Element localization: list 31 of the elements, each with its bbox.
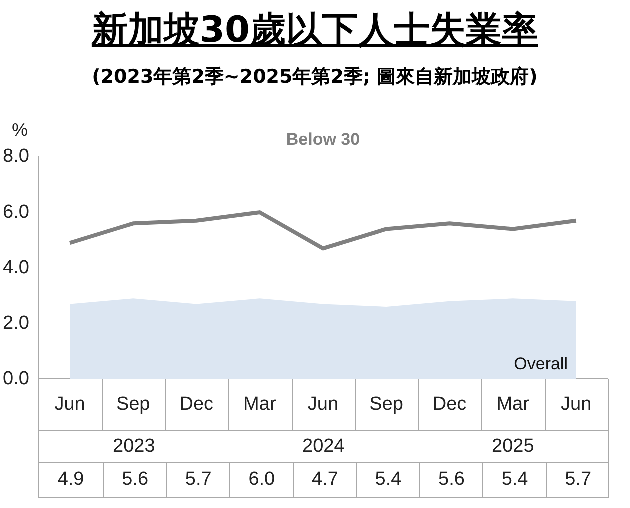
chart-subtitle: (2023年第2季~2025年第2季; 圖來自新加坡政府) <box>91 65 539 90</box>
y-tick-label: 8.0 <box>2 146 30 168</box>
text: Below 30 <box>286 130 360 150</box>
data-label: 5.6 <box>419 463 484 497</box>
x-tick-label: Mar <box>244 394 277 415</box>
text: 2025 <box>492 434 534 458</box>
x-tick-label: Dec <box>180 394 214 415</box>
x-tick-label: Dec <box>432 394 467 415</box>
x-tick-label: Sep <box>370 394 404 415</box>
data-label: 5.7 <box>546 463 610 497</box>
series-label: Overall <box>514 354 568 374</box>
data-label: 5.4 <box>356 463 420 497</box>
y-tick-label: 6.0 <box>2 202 30 223</box>
data-label: 4.7 <box>292 463 357 497</box>
data-label: 5.6 <box>102 463 167 497</box>
text: 2024 <box>302 434 345 458</box>
data-label: 4.9 <box>56 468 86 492</box>
x-tick-label: Jun <box>54 394 86 415</box>
y-axis-title: % <box>12 120 28 141</box>
text: 2023 <box>113 434 156 458</box>
data-label: 6.0 <box>229 463 294 497</box>
y-tick-label: 4.0 <box>2 257 30 278</box>
data-label: 5.4 <box>482 463 547 497</box>
x-tick-label: Jun <box>308 394 339 415</box>
data-label: 5.7 <box>166 463 230 497</box>
x-tick-label: Sep <box>116 394 150 415</box>
y-tick-label: 0.0 <box>2 368 30 390</box>
y-tick-label: 2.0 <box>2 312 30 334</box>
chart-title: 新加坡30歲以下人士失業率 <box>90 9 540 53</box>
x-tick-label: Mar <box>496 394 530 415</box>
x-tick-label: Jun <box>561 394 592 415</box>
